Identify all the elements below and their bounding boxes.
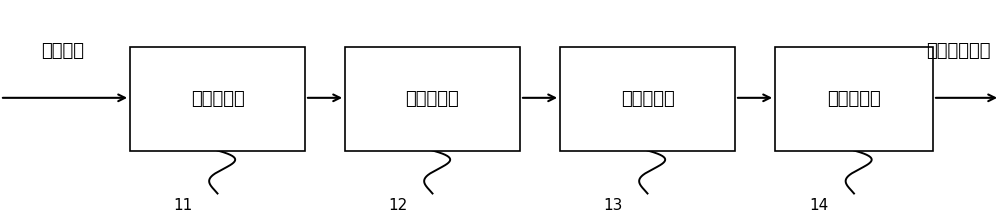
Bar bbox=[130, 47, 305, 150]
Text: 14: 14 bbox=[810, 198, 829, 213]
Text: 高通滤波器: 高通滤波器 bbox=[621, 90, 674, 108]
Text: 增益补偿器: 增益补偿器 bbox=[827, 90, 881, 108]
Bar bbox=[560, 47, 735, 150]
Bar bbox=[775, 47, 933, 150]
Text: 模拟信号: 模拟信号 bbox=[42, 42, 84, 60]
Text: 第一数字信号: 第一数字信号 bbox=[926, 42, 990, 60]
Text: 13: 13 bbox=[603, 198, 622, 213]
Bar bbox=[345, 47, 520, 150]
Text: 12: 12 bbox=[388, 198, 408, 213]
Text: 11: 11 bbox=[173, 198, 192, 213]
Text: 增益放大器: 增益放大器 bbox=[191, 90, 244, 108]
Text: 模数转换器: 模数转换器 bbox=[406, 90, 459, 108]
